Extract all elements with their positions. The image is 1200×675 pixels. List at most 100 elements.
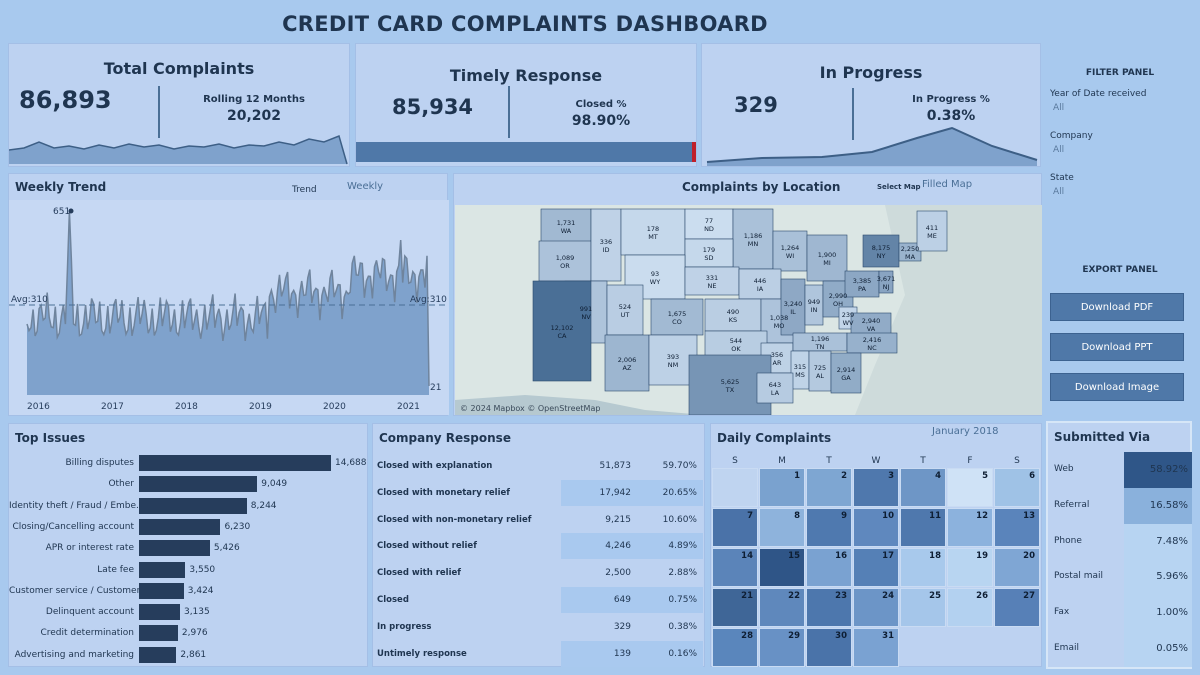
state-shape[interactable]: [684, 208, 734, 240]
calendar-day[interactable]: 15: [759, 548, 805, 587]
download-pdf-button[interactable]: Download PDF: [1050, 293, 1184, 321]
response-count: 51,873: [599, 461, 632, 471]
calendar-day[interactable]: 9: [806, 508, 852, 547]
day-number: 17: [882, 551, 894, 561]
state-shape[interactable]: [898, 242, 922, 262]
issue-bar[interactable]: [139, 561, 186, 578]
state-shape[interactable]: [540, 208, 592, 244]
calendar-day[interactable]: 14: [712, 548, 758, 587]
submitted-via-table: Web 58.92% Referral 16.58% Phone 7.48% Postal …: [1048, 452, 1194, 668]
calendar-day[interactable]: 17: [853, 548, 899, 587]
issue-bar[interactable]: [139, 497, 247, 514]
filter-company-value[interactable]: All: [1053, 145, 1065, 155]
response-label: Closed with monetary relief: [377, 487, 510, 498]
calendar-day[interactable]: 22: [759, 588, 805, 627]
download-ppt-button[interactable]: Download PPT: [1050, 333, 1184, 361]
calendar-day[interactable]: 5: [947, 468, 993, 507]
calendar-day[interactable]: 18: [900, 548, 946, 587]
issue-bar[interactable]: [139, 540, 210, 557]
state-value-label: 544: [730, 337, 742, 345]
calendar-day[interactable]: 10: [853, 508, 899, 547]
issue-value: 9,049: [261, 479, 288, 490]
state-shape[interactable]: [650, 298, 704, 336]
calendar-day[interactable]: 1: [759, 468, 805, 507]
issue-bar[interactable]: [139, 476, 258, 493]
response-count: 2,500: [605, 568, 631, 579]
map-select[interactable]: Filled Map: [922, 179, 973, 190]
state-shape[interactable]: [806, 234, 848, 282]
calendar-day[interactable]: 12: [947, 508, 993, 547]
issue-bar[interactable]: [139, 646, 177, 663]
state-shape[interactable]: [606, 284, 644, 336]
state-abbr-label: OH: [833, 300, 843, 308]
issue-value: 2,976: [181, 628, 208, 639]
state-value-label: 725: [814, 364, 826, 372]
calendar-day[interactable]: 23: [806, 588, 852, 627]
issue-bar[interactable]: [139, 625, 178, 642]
day-number: 29: [788, 631, 800, 641]
state-shape[interactable]: [844, 270, 880, 298]
table-row: Web 58.92%: [1048, 452, 1194, 488]
state-shape[interactable]: [532, 280, 592, 382]
state-shape[interactable]: [772, 230, 808, 272]
calendar-day[interactable]: 24: [853, 588, 899, 627]
issue-bar[interactable]: [139, 582, 184, 599]
day-number: 25: [929, 591, 941, 601]
weekday-header: F: [967, 456, 973, 466]
state-shape[interactable]: [620, 208, 686, 256]
state-shape[interactable]: [756, 372, 794, 404]
filter-year-label: Year of Date received: [1050, 89, 1147, 99]
state-shape[interactable]: [846, 332, 898, 354]
calendar-day[interactable]: 27: [994, 588, 1040, 627]
state-abbr-label: TX: [725, 386, 735, 394]
download-image-button[interactable]: Download Image: [1050, 373, 1184, 401]
state-abbr-label: ME: [927, 232, 937, 240]
calendar-day[interactable]: 6: [994, 468, 1040, 507]
calendar-day[interactable]: 3: [853, 468, 899, 507]
calendar-day[interactable]: 7: [712, 508, 758, 547]
calendar-day[interactable]: 4: [900, 468, 946, 507]
calendar-day[interactable]: 28: [712, 628, 758, 667]
calendar-day[interactable]: 13: [994, 508, 1040, 547]
response-pct: 0.75%: [633, 587, 703, 613]
calendar-day[interactable]: 21: [712, 588, 758, 627]
trend-toggle-select[interactable]: Weekly: [347, 181, 384, 192]
state-shape[interactable]: [738, 268, 782, 300]
filter-state-value[interactable]: All: [1053, 187, 1065, 197]
state-shape[interactable]: [704, 298, 762, 332]
calendar-day[interactable]: 29: [759, 628, 805, 667]
day-number: 3: [888, 471, 894, 481]
kpi-total-sparkline: [9, 134, 348, 165]
state-shape[interactable]: [538, 240, 592, 282]
daily-complaints-title: Daily Complaints: [717, 431, 832, 445]
filter-year-value[interactable]: All: [1053, 103, 1065, 113]
state-shape[interactable]: [704, 330, 768, 358]
calendar-day[interactable]: 2: [806, 468, 852, 507]
state-value-label: 1,675: [668, 310, 687, 318]
state-shape[interactable]: [830, 352, 862, 394]
issue-bar[interactable]: [139, 604, 180, 621]
state-shape[interactable]: [862, 234, 900, 268]
calendar-day[interactable]: 19: [947, 548, 993, 587]
state-shape[interactable]: [878, 270, 894, 294]
kpi-total-title: Total Complaints: [103, 59, 255, 78]
calendar-day[interactable]: 31: [853, 628, 899, 667]
export-panel-title: EXPORT PANEL: [1082, 265, 1158, 275]
state-shape[interactable]: [604, 334, 650, 392]
day-number: 4: [935, 471, 941, 481]
state-shape[interactable]: [916, 210, 948, 252]
issue-value: 8,244: [250, 500, 277, 511]
calendar-day[interactable]: 8: [759, 508, 805, 547]
state-abbr-label: IN: [811, 306, 818, 314]
issue-bar[interactable]: [139, 455, 331, 471]
calendar-day[interactable]: 20: [994, 548, 1040, 587]
state-shape[interactable]: [684, 266, 740, 296]
calendar-day[interactable]: 16: [806, 548, 852, 587]
calendar-day[interactable]: 30: [806, 628, 852, 667]
calendar-day[interactable]: 11: [900, 508, 946, 547]
calendar-day[interactable]: 26: [947, 588, 993, 627]
table-row: Closed 649 0.75%: [373, 587, 703, 613]
calendar-day[interactable]: 25: [900, 588, 946, 627]
issue-bar[interactable]: [139, 518, 221, 535]
